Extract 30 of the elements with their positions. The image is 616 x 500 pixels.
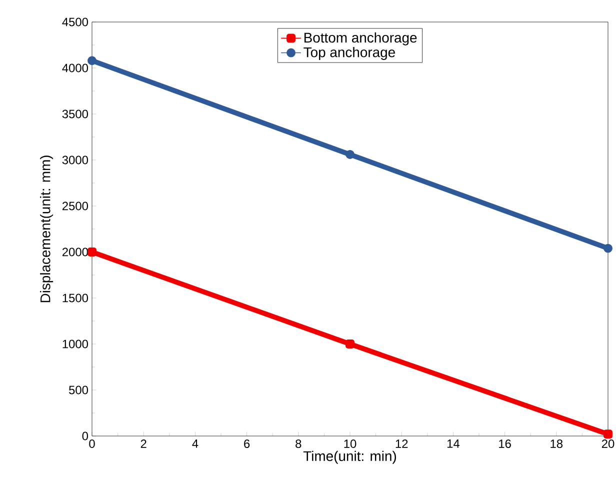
point	[346, 150, 354, 159]
x-tick-label: 4	[192, 440, 198, 448]
point	[604, 244, 612, 253]
x-tick-label: 2	[140, 440, 146, 448]
y-tick-label: 4000	[62, 64, 88, 72]
x-axis-title: Time(unit: min)	[303, 450, 396, 464]
y-tick-label: 1000	[62, 340, 88, 348]
x-tick-label: 6	[244, 440, 250, 448]
x-tick-label: 20	[602, 440, 614, 448]
point	[604, 430, 612, 439]
x-tick-label: 16	[499, 440, 511, 448]
y-tick-label: 2500	[62, 202, 88, 210]
point	[346, 340, 354, 348]
y-tick-label: 3000	[62, 156, 88, 164]
y-tick-label: 0	[82, 432, 88, 440]
point	[88, 56, 96, 66]
y-tick-label: 3500	[62, 110, 88, 118]
x-tick-label: 12	[396, 440, 408, 448]
point	[88, 248, 96, 256]
x-tick-label: 18	[550, 440, 563, 448]
y-axis-title: Displacement(unit: mm)	[40, 156, 54, 302]
x-tick-label: 0	[89, 440, 95, 448]
x-tick-label: 10	[344, 440, 356, 448]
y-tick-label: 4500	[62, 18, 88, 26]
legend-label: Top anchorage	[304, 46, 395, 60]
y-tick-label: 1500	[62, 294, 88, 302]
x-tick-label: 14	[447, 440, 460, 448]
x-tick-label: 8	[296, 440, 302, 448]
y-tick-label: 500	[69, 386, 88, 394]
legend-label: Bottom anchorage	[304, 32, 417, 46]
